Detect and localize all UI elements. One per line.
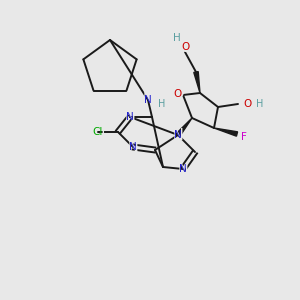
Text: F: F <box>241 132 247 142</box>
Text: O: O <box>172 86 184 101</box>
Text: H: H <box>158 99 166 109</box>
Text: N: N <box>129 142 137 152</box>
Text: H: H <box>157 97 167 111</box>
Text: O: O <box>174 89 182 99</box>
Text: F: F <box>240 130 248 145</box>
Text: O: O <box>244 99 252 109</box>
Polygon shape <box>214 128 238 136</box>
Text: N: N <box>124 110 135 124</box>
Text: N: N <box>144 95 152 105</box>
Text: H: H <box>173 33 181 43</box>
Text: N: N <box>178 161 188 176</box>
Text: O: O <box>242 97 254 112</box>
Text: H: H <box>256 99 264 109</box>
Text: N: N <box>172 128 183 142</box>
Text: N: N <box>126 112 134 122</box>
Text: Cl: Cl <box>91 124 105 140</box>
Polygon shape <box>194 72 200 93</box>
Text: O: O <box>181 42 189 52</box>
Text: N: N <box>174 130 182 140</box>
Text: N: N <box>128 140 138 154</box>
Text: H: H <box>172 31 182 46</box>
Text: O: O <box>179 40 191 55</box>
Text: H: H <box>255 97 265 111</box>
Polygon shape <box>176 118 192 136</box>
Text: Cl: Cl <box>93 127 103 137</box>
Text: N: N <box>142 92 153 107</box>
Text: N: N <box>179 164 187 174</box>
